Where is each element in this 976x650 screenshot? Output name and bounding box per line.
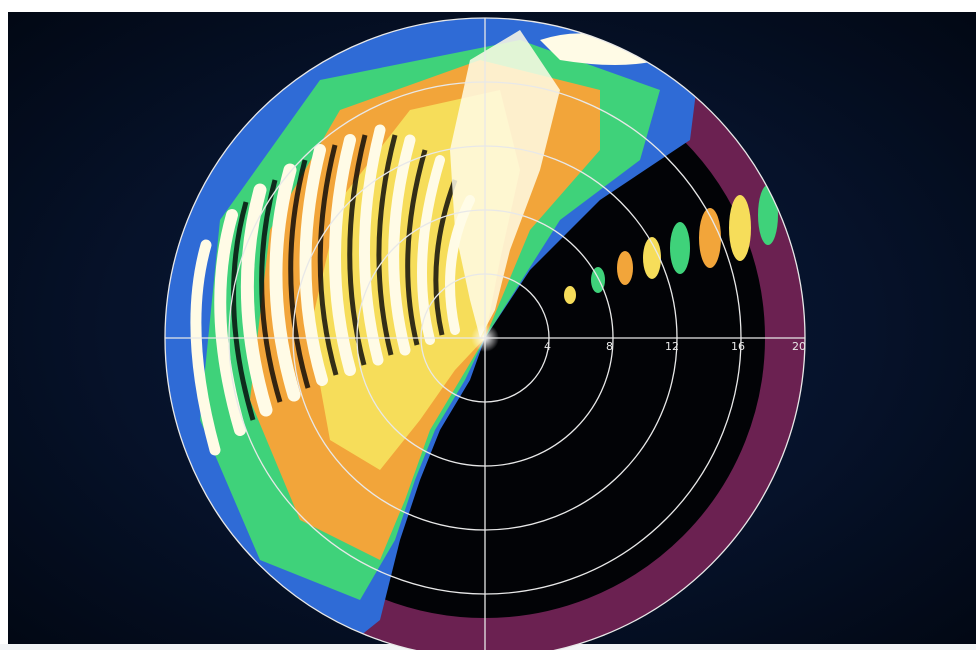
range-label: 20 [792,340,806,353]
range-label: 16 [731,340,745,353]
echo-blob [564,286,576,304]
range-label: 4 [544,340,551,353]
echo-blob [617,251,633,285]
range-label: 8 [606,340,613,353]
echo-blob [758,185,778,245]
range-label: 12 [665,340,679,353]
echo-blob [670,222,690,274]
echo-blob [729,195,751,261]
